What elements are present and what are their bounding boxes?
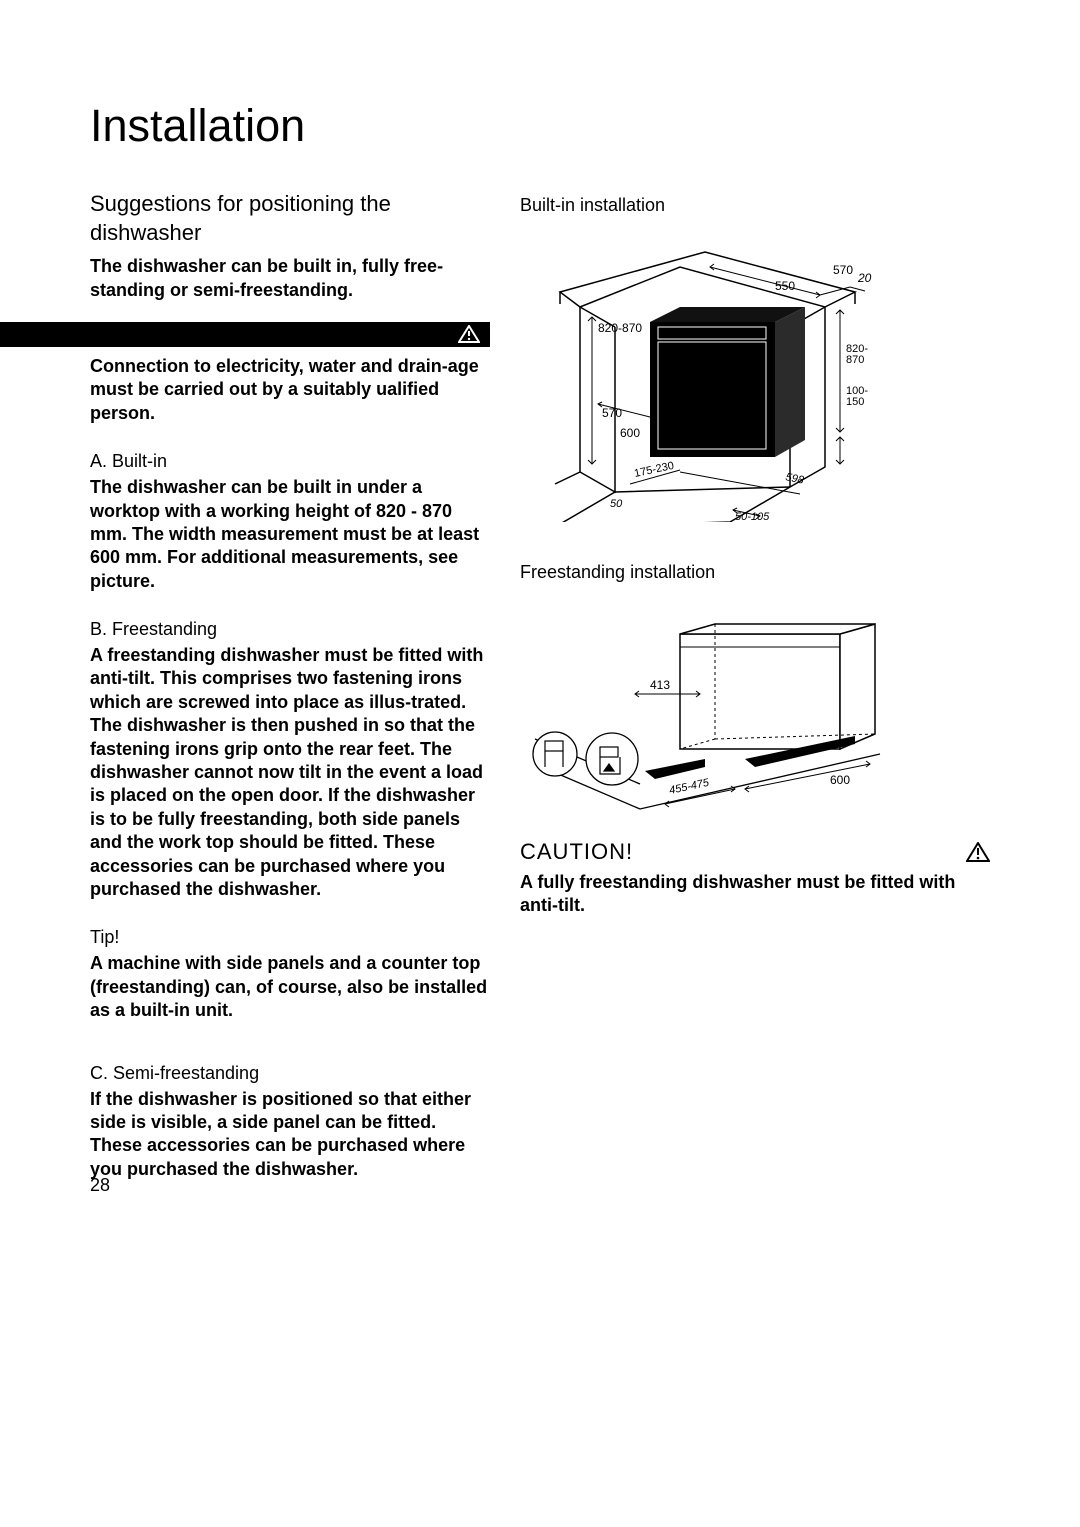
section-a-label: A. Built-in: [90, 451, 490, 472]
tip-body: A machine with side panels and a counter…: [90, 952, 490, 1022]
builtin-diagram-label: Built-in installation: [520, 195, 990, 216]
dim-50: 50: [610, 498, 623, 510]
left-column: Suggestions for positioning the dishwash…: [90, 190, 490, 1181]
dim-570-bottom: 570: [602, 406, 622, 420]
dim-820-870-right: 820-870: [846, 343, 868, 366]
warning-bar: [0, 322, 490, 347]
section-b-label: B. Freestanding: [90, 619, 490, 640]
warning-text: Connection to electricity, water and dra…: [90, 355, 490, 425]
section-b-body2: The dishwasher is then pushed in so that…: [90, 714, 490, 901]
dim-50-105: 50-105: [735, 511, 770, 522]
dim-820-870: 820-870: [598, 321, 642, 335]
caution-row: CAUTION!: [520, 839, 990, 865]
section-b-body1: A freestanding dishwasher must be fitted…: [90, 644, 490, 714]
intro-text: The dishwasher can be built in, fully fr…: [90, 255, 490, 302]
caution-label: CAUTION!: [520, 839, 633, 865]
document-page: Installation Suggestions for positioning…: [0, 0, 1080, 1241]
warning-icon: [458, 325, 480, 343]
section-c-body: If the dishwasher is positioned so that …: [90, 1088, 490, 1182]
right-column: Built-in installation: [520, 190, 990, 1181]
dim-600: 600: [620, 426, 640, 440]
dim-570-top: 570: [833, 263, 853, 277]
dim-600-free: 600: [830, 773, 850, 787]
page-number: 28: [90, 1175, 110, 1196]
section-subtitle: Suggestions for positioning the dishwash…: [90, 190, 490, 247]
dim-100-150: 100-150: [846, 385, 868, 408]
dim-20: 20: [857, 271, 872, 285]
dim-598: 598: [784, 471, 805, 487]
section-c-label: C. Semi-freestanding: [90, 1063, 490, 1084]
builtin-diagram: 820-870 550 570 20: [520, 232, 900, 522]
freestanding-diagram: 413: [520, 599, 900, 829]
freestanding-diagram-label: Freestanding installation: [520, 562, 990, 583]
dim-550: 550: [775, 279, 795, 293]
caution-icon: [966, 842, 990, 862]
page-title: Installation: [90, 100, 990, 152]
caution-body: A fully freestanding dishwasher must be …: [520, 871, 990, 918]
tip-label: Tip!: [90, 927, 490, 948]
section-a-body: The dishwasher can be built in under a w…: [90, 476, 490, 593]
dim-413: 413: [650, 678, 670, 692]
two-column-layout: Suggestions for positioning the dishwash…: [90, 190, 990, 1181]
